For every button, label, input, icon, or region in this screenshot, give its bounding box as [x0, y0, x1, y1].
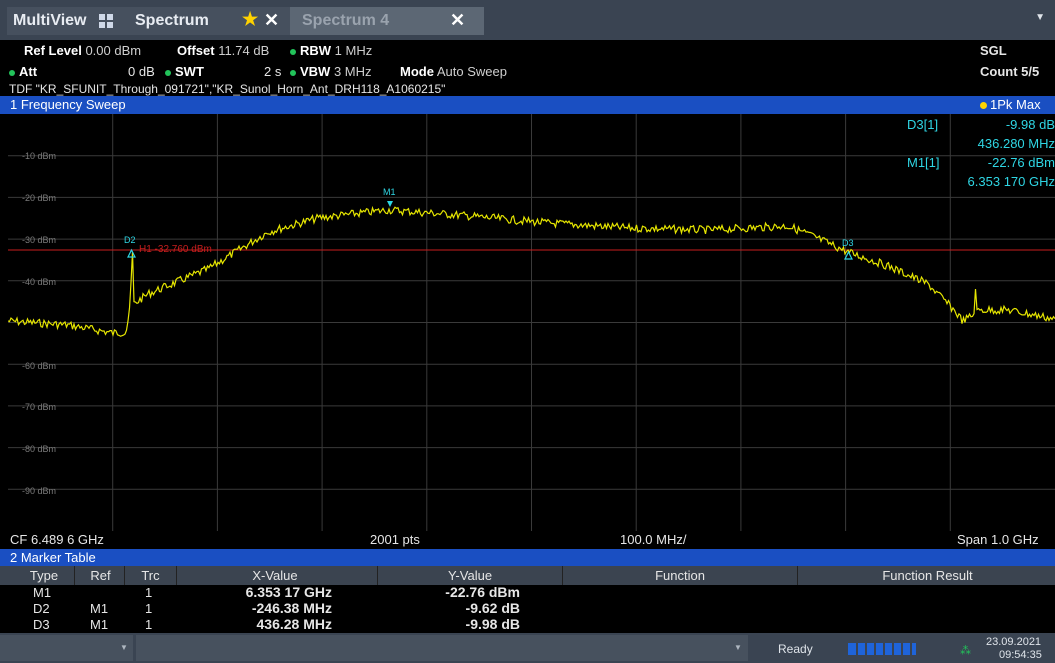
- y-axis-label: -60 dBm: [22, 361, 57, 371]
- sweep-count: Count 5/5: [980, 64, 1040, 79]
- coupled-indicator-icon: [165, 69, 171, 76]
- att-value: 0 dB: [128, 64, 155, 79]
- y-axis-label: -10 dBm: [22, 151, 57, 161]
- y-axis-label: -80 dBm: [22, 444, 57, 454]
- status-date: 23.09.2021: [986, 636, 1042, 648]
- rbw[interactable]: RBW 1 MHz: [290, 43, 372, 58]
- close-icon[interactable]: ✕: [264, 10, 280, 30]
- multiview-grid-icon: [98, 14, 113, 28]
- marker-d3-icon[interactable]: [844, 250, 853, 260]
- marker-d2-label: D2: [124, 235, 136, 245]
- column-header-function: Function: [655, 568, 705, 583]
- att[interactable]: Att: [9, 64, 37, 79]
- frequency-sweep-titlebar: 1 Frequency Sweep 1Pk Max: [0, 96, 1055, 114]
- marker-d3-label: D3: [842, 238, 854, 248]
- column-header-y-value: Y-Value: [447, 568, 493, 583]
- marker-table-body: M1 1 6.353 17 GHz -22.76 dBm D2 M1 1 -24…: [0, 584, 1055, 633]
- tab-spectrum-4[interactable]: Spectrum 4 ✕: [290, 7, 484, 35]
- column-header-type: Type: [29, 568, 59, 583]
- row-x-value: 436.28 MHz: [256, 616, 332, 632]
- row-type: D3: [33, 617, 50, 632]
- marker-list-d3-value: -9.98 dB: [1005, 117, 1055, 132]
- plot-grid: [8, 114, 1055, 531]
- status-bar: ▼ ▼ Ready ⁂ 23.09.2021 09:54:35: [0, 633, 1055, 663]
- coupled-indicator-icon: [290, 48, 296, 55]
- row-y-value: -9.62 dB: [465, 600, 520, 616]
- chevron-down-icon: ▼: [734, 643, 742, 652]
- settings-panel: Ref Level 0.00 dBm Offset 11.74 dB RBW 1…: [0, 40, 1055, 96]
- vbw[interactable]: VBW 3 MHz: [290, 64, 372, 79]
- offset[interactable]: Offset 11.74 dB: [177, 43, 270, 58]
- row-ref: M1: [90, 601, 109, 616]
- coupled-indicator-icon: [290, 69, 296, 76]
- chevron-down-icon: ▼: [120, 643, 128, 652]
- row-y-value: -9.98 dB: [465, 616, 520, 632]
- sweep-mode[interactable]: Mode Auto Sweep: [400, 64, 507, 79]
- sgl-indicator: SGL: [980, 43, 1007, 58]
- column-header-trc: Trc: [141, 568, 160, 583]
- marker-list-d3-name: D3[1]: [907, 117, 939, 132]
- y-axis-label: -90 dBm: [22, 486, 57, 496]
- status-dropdown-left[interactable]: ▼: [0, 635, 133, 661]
- marker-list-m1-freq: 6.353 170 GHz: [967, 174, 1055, 189]
- column-header-ref: Ref: [90, 568, 111, 583]
- trace-1: [8, 205, 1055, 337]
- progress-bar: [848, 643, 916, 655]
- coupled-indicator-icon: [9, 69, 15, 76]
- close-icon[interactable]: ✕: [450, 10, 466, 30]
- marker-table-title: 2 Marker Table: [10, 550, 96, 565]
- center-frequency[interactable]: CF 6.489 6 GHz: [10, 532, 104, 547]
- spectrum-plot[interactable]: -10 dBm -20 dBm -30 dBm -40 dBm -60 dBm …: [8, 114, 1055, 531]
- tab-spectrum[interactable]: Spectrum ★ ✕: [127, 7, 295, 35]
- swt-value: 2 s: [264, 64, 282, 79]
- row-type: D2: [33, 601, 50, 616]
- network-icon: ⁂: [960, 645, 971, 657]
- y-axis-label: -30 dBm: [22, 235, 57, 245]
- tab-bar: MultiView Spectrum ★ ✕ Spectrum 4 ✕ ▼: [0, 0, 1055, 40]
- x-axis-info: CF 6.489 6 GHz 2001 pts 100.0 MHz/ Span …: [0, 531, 1055, 549]
- status-time: 09:54:35: [999, 649, 1042, 661]
- frequency-per-division: 100.0 MHz/: [620, 532, 687, 547]
- trace-indicator[interactable]: 1Pk Max: [980, 97, 1041, 112]
- row-y-value: -22.76 dBm: [445, 584, 520, 600]
- row-trc: 1: [145, 601, 153, 616]
- row-trc: 1: [145, 617, 153, 632]
- marker-list-m1-name: M1[1]: [907, 155, 940, 170]
- row-trc: 1: [145, 585, 153, 600]
- marker-table-header: Type Ref Trc X-Value Y-Value Function Fu…: [0, 566, 1055, 585]
- row-type: M1: [33, 585, 52, 600]
- swt[interactable]: SWT: [165, 64, 204, 79]
- sweep-title: 1 Frequency Sweep: [10, 97, 126, 112]
- h1-label: H1 -32.760 dBm: [139, 244, 212, 255]
- y-axis-label: -20 dBm: [22, 193, 57, 203]
- row-x-value: 6.353 17 GHz: [245, 584, 332, 600]
- marker-m1-icon[interactable]: [387, 201, 393, 207]
- span[interactable]: Span 1.0 GHz: [957, 532, 1039, 547]
- y-axis-label: -70 dBm: [22, 402, 57, 412]
- row-ref: M1: [90, 617, 109, 632]
- marker-d2-icon[interactable]: [127, 248, 136, 258]
- tab-spectrum-label: Spectrum: [135, 12, 209, 29]
- marker-m1-label: M1: [383, 187, 396, 197]
- marker-list-d3-freq: 436.280 MHz: [977, 136, 1055, 151]
- status-ready: Ready: [778, 642, 813, 656]
- spectrum-plot-svg: [8, 114, 1055, 531]
- marker-table-titlebar: 2 Marker Table: [0, 549, 1055, 566]
- trace-dot-icon: [980, 102, 987, 110]
- y-axis-label: -40 dBm: [22, 277, 57, 287]
- tdf-line: TDF "KR_SFUNIT_Through_091721","KR_Sunol…: [9, 82, 446, 96]
- tab-spectrum-4-label: Spectrum 4: [302, 12, 390, 29]
- row-x-value: -246.38 MHz: [251, 600, 332, 616]
- tab-multiview[interactable]: MultiView: [7, 7, 133, 35]
- star-icon: ★: [242, 9, 259, 29]
- tab-multiview-label: MultiView: [13, 12, 87, 29]
- marker-list-m1-value: -22.76 dBm: [987, 155, 1055, 170]
- chevron-down-icon[interactable]: ▼: [1035, 12, 1045, 23]
- status-dropdown-main[interactable]: ▼: [136, 635, 748, 661]
- sweep-points: 2001 pts: [370, 532, 420, 547]
- column-header-function-result: Function Result: [882, 568, 973, 583]
- column-header-x-value: X-Value: [252, 568, 298, 583]
- ref-level[interactable]: Ref Level 0.00 dBm: [24, 43, 142, 58]
